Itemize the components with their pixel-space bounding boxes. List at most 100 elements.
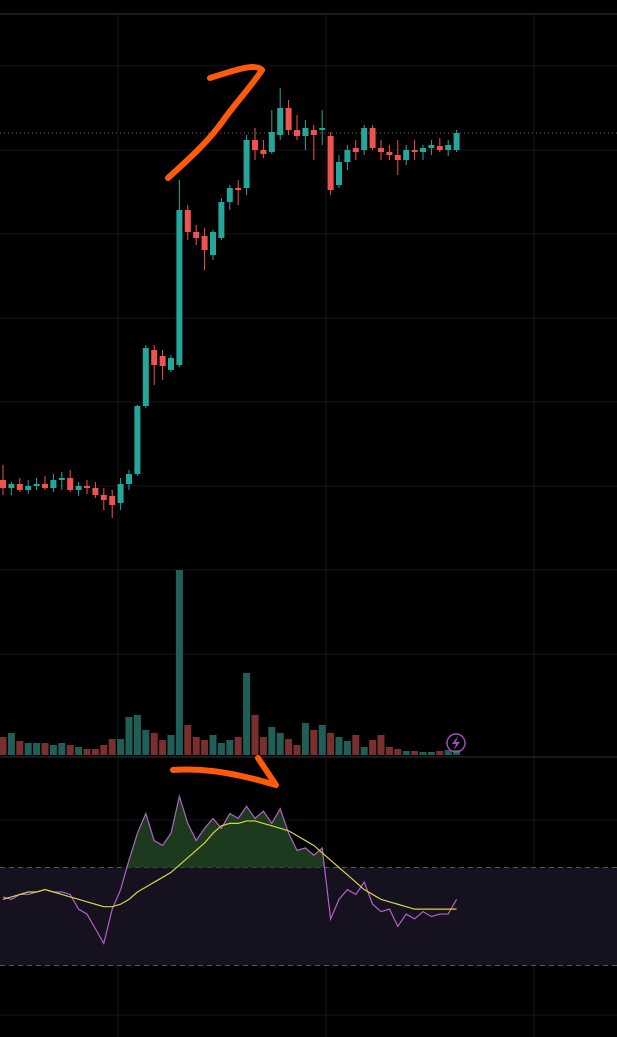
volume-bar — [243, 673, 251, 755]
volume-bar — [226, 740, 234, 755]
candle-body — [327, 136, 334, 190]
rsi-band — [0, 867, 617, 966]
candle-body — [361, 128, 368, 150]
candle-body — [344, 150, 351, 162]
candle-body — [285, 108, 292, 130]
volume-bar — [411, 751, 419, 755]
volume-bar — [385, 747, 393, 755]
volume-bar — [285, 739, 293, 755]
volume-bar — [58, 743, 66, 755]
volume-bar — [360, 747, 368, 755]
volume-bar — [352, 735, 360, 755]
volume-bar — [100, 745, 108, 755]
volume-bar — [343, 741, 351, 755]
volume-bar — [444, 750, 452, 755]
candle-body — [151, 350, 158, 365]
volume-bar — [369, 740, 377, 755]
candle-body — [319, 128, 326, 130]
candle-body — [386, 152, 393, 155]
volume-bar — [201, 740, 209, 755]
candle-body — [201, 236, 208, 250]
candle-body — [159, 356, 166, 366]
candle-body — [67, 478, 74, 490]
candle-body — [58, 478, 65, 480]
candle-body — [411, 150, 418, 152]
candle-body — [84, 486, 90, 488]
rsi-overbought-fill — [3, 796, 457, 868]
candle-body — [252, 140, 258, 150]
candle-body — [243, 140, 250, 188]
candle-body — [277, 108, 284, 135]
volume-bar — [327, 733, 335, 755]
candle-body — [428, 145, 435, 148]
volume-bar — [41, 743, 49, 755]
volume-bar — [209, 735, 217, 755]
icon-circle — [446, 733, 466, 753]
volume-bar — [7, 733, 15, 755]
candle-body — [394, 155, 401, 160]
candle-body — [294, 130, 300, 136]
candle-body — [378, 148, 384, 152]
candle-body — [100, 495, 107, 500]
candle-body — [193, 232, 200, 238]
volume-bar — [125, 717, 133, 755]
candle-body — [184, 210, 191, 232]
volume-bar — [175, 570, 183, 755]
volume-bar — [83, 749, 91, 755]
candle-body — [75, 486, 82, 490]
candle-body — [126, 474, 132, 484]
volume-bar — [276, 733, 284, 755]
candle-body — [369, 128, 376, 148]
volume-bar — [24, 743, 32, 755]
volume-bar — [66, 745, 74, 755]
volume-bar — [75, 747, 83, 755]
candle-body — [142, 348, 149, 406]
volume-bar — [91, 749, 99, 755]
candle-body — [50, 480, 57, 488]
candle-body — [302, 128, 309, 136]
volume-bar — [117, 739, 125, 755]
candle-body — [445, 145, 452, 150]
annotation-stroke — [170, 755, 279, 788]
rsi-line — [2, 794, 458, 946]
candle-body — [420, 148, 426, 152]
candle-body — [403, 150, 410, 160]
icon-bolt — [452, 736, 460, 750]
grid — [0, 14, 617, 1037]
candle-body — [168, 358, 174, 370]
volume-bar — [0, 737, 7, 755]
candle-body — [436, 146, 443, 150]
candle-body — [218, 202, 225, 238]
volume-bar — [394, 749, 402, 755]
volume-bar — [16, 741, 24, 755]
volume-bar — [318, 725, 326, 755]
volume-bar — [142, 730, 150, 755]
volume-bar — [419, 752, 427, 755]
volume-bar — [310, 730, 318, 755]
candle-body — [260, 150, 267, 154]
annotation-stroke — [165, 64, 265, 181]
lightning-icon[interactable] — [446, 733, 466, 753]
annotation — [165, 64, 279, 788]
volume-bar — [159, 740, 167, 755]
volume-bar — [108, 739, 116, 755]
candle-body — [453, 133, 460, 150]
volume-bar — [436, 751, 444, 755]
volume-bar — [335, 737, 343, 755]
candle-body — [352, 148, 359, 152]
volume-bar — [377, 735, 385, 755]
candle-body — [92, 488, 99, 495]
candle-body — [16, 484, 23, 490]
volume-bar — [33, 743, 41, 755]
candle-body — [226, 188, 233, 202]
candle-body — [176, 210, 183, 365]
candle-body — [117, 484, 124, 503]
candle-body — [310, 130, 317, 135]
candle-body — [235, 188, 242, 190]
volume-bar — [293, 745, 301, 755]
volume-bar — [427, 752, 435, 755]
rsi-average-line — [2, 820, 457, 910]
volume-bar — [184, 725, 192, 755]
